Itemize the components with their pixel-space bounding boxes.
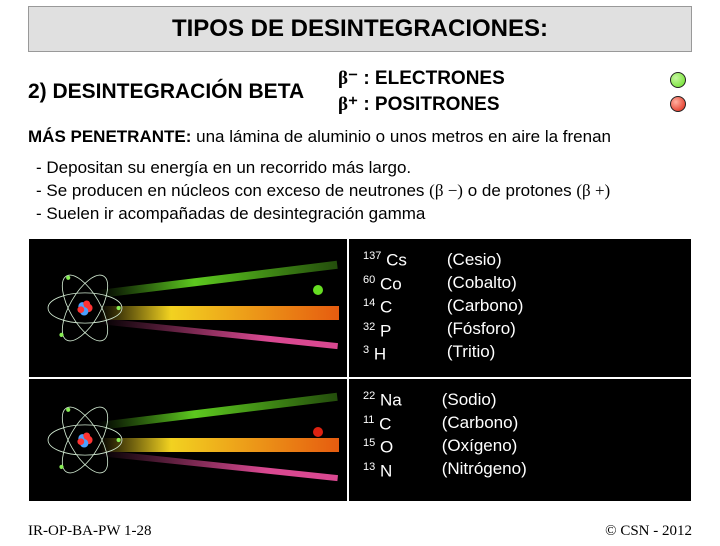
isotope-list-plus: 22 Na 11 C 15 O 13 N [363,389,402,483]
emitted-positron-icon [313,427,323,437]
name-cesio: (Cesio) [447,249,524,272]
name-tritio: (Tritio) [447,341,524,364]
bullet-3: - Suelen ir acompañadas de desintegració… [36,203,692,226]
beam-green-icon [99,393,338,430]
footer-left: IR-OP-BA-PW 1-28 [28,523,151,540]
isotope-n13: 13 N [363,460,402,484]
diagram-beta-minus [28,238,348,378]
beta-minus-label: : ELECTRONES [363,68,504,89]
isotope-p32: 32 P [363,320,407,344]
isotope-list-minus: 137 Cs 60 Co 14 C 32 P 3 H [363,249,407,367]
diagram-area: 137 Cs 60 Co 14 C 32 P 3 H (Cesio) (Coba… [28,238,692,502]
header-row: 2) DESINTEGRACIÓN BETA β⁻ : ELECTRONES β… [0,62,720,123]
atom-icon [43,398,127,482]
isotope-cs137: 137 Cs [363,249,407,273]
isotope-o15: 15 O [363,436,402,460]
beta-minus-line: β⁻ : ELECTRONES [338,66,670,92]
bullet-list: - Depositan su energía en un recorrido m… [0,151,720,234]
isotope-h3: 3 H [363,343,407,367]
section-title: 2) DESINTEGRACIÓN BETA [28,80,338,104]
beam-yellow-icon [99,306,339,320]
name-sodio: (Sodio) [442,389,527,412]
atom-icon [43,266,127,350]
name-list-minus: (Cesio) (Cobalto) (Carbono) (Fósforo) (T… [447,249,524,364]
penetration-line: MÁS PENETRANTE: una lámina de aluminio o… [0,123,720,151]
beta-plus-symbol: β⁺ [338,94,358,115]
isotope-group-plus: 22 Na 11 C 15 O 13 N (Sodio) (Carbono) (… [348,378,692,502]
isotope-co60: 60 Co [363,273,407,297]
beam-yellow-icon [99,438,339,452]
title-bar: TIPOS DE DESINTEGRACIONES: [28,6,692,52]
name-cobalto: (Cobalto) [447,272,524,295]
penetration-rest: una lámina de aluminio o unos metros en … [191,127,611,146]
bullet-2: - Se producen en núcleos con exceso de n… [36,180,692,203]
name-oxigeno: (Oxígeno) [442,435,527,458]
name-nitrogeno: (Nitrógeno) [442,458,527,481]
bullet-1: - Depositan su energía en un recorrido m… [36,157,692,180]
beam-pink-icon [99,318,338,349]
electron-dot-icon [670,72,686,88]
isotope-c11: 11 C [363,413,402,437]
footer: IR-OP-BA-PW 1-28 © CSN - 2012 [0,523,720,540]
isotope-group-minus: 137 Cs 60 Co 14 C 32 P 3 H (Cesio) (Coba… [348,238,692,378]
page-title: TIPOS DE DESINTEGRACIONES: [41,15,679,43]
name-fosforo: (Fósforo) [447,318,524,341]
beam-green-icon [99,261,338,298]
isotope-c14: 14 C [363,296,407,320]
footer-right: © CSN - 2012 [605,523,692,540]
beta-types: β⁻ : ELECTRONES β⁺ : POSITRONES [338,66,670,117]
name-carbono: (Carbono) [447,295,524,318]
particle-dots [670,72,692,112]
beta-plus-label: : POSITRONES [363,94,499,115]
diagram-beta-plus [28,378,348,502]
name-carbono2: (Carbono) [442,412,527,435]
penetration-bold: MÁS PENETRANTE: [28,127,191,146]
isotope-na22: 22 Na [363,389,402,413]
beta-plus-line: β⁺ : POSITRONES [338,92,670,118]
beam-pink-icon [99,450,338,481]
name-list-plus: (Sodio) (Carbono) (Oxígeno) (Nitrógeno) [442,389,527,481]
beta-minus-symbol: β⁻ [338,68,358,89]
emitted-electron-icon [313,285,323,295]
positron-dot-icon [670,96,686,112]
